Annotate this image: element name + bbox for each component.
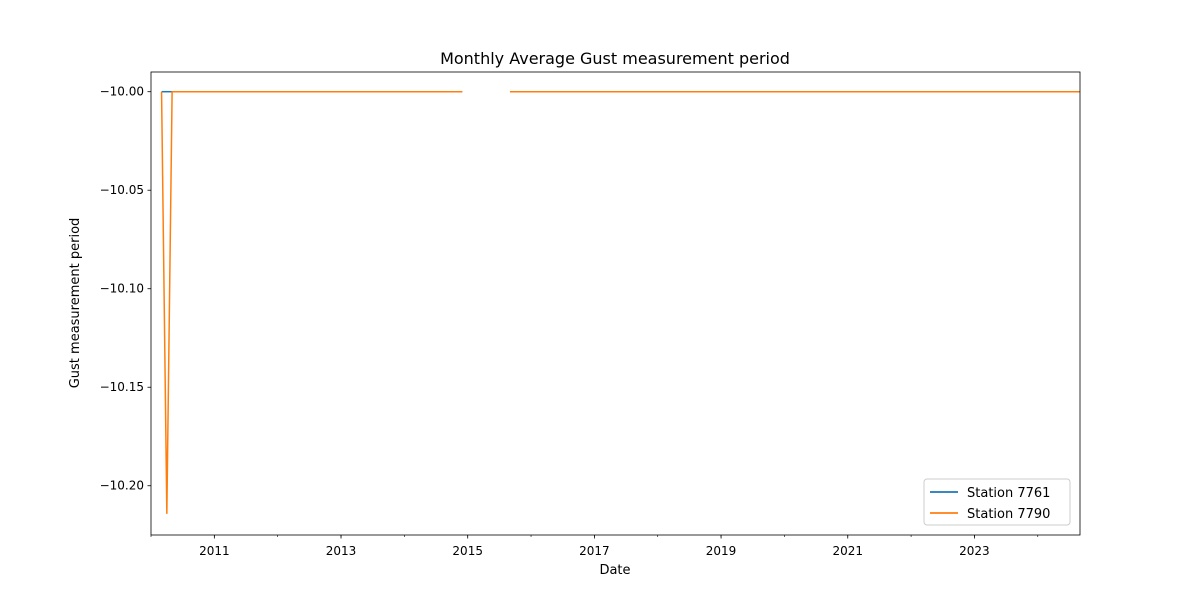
legend-box bbox=[923, 478, 1071, 526]
y-tick-label: −10.10 bbox=[100, 282, 144, 296]
plot-area bbox=[150, 71, 1081, 536]
x-tick-label: 2023 bbox=[959, 544, 990, 558]
x-tick-label: 2015 bbox=[452, 544, 483, 558]
y-tick-label: −10.00 bbox=[100, 85, 144, 99]
x-tick-label: 2011 bbox=[199, 544, 230, 558]
series-2-line-segment-1 bbox=[160, 90, 463, 515]
x-tick-label: 2019 bbox=[706, 544, 737, 558]
x-tick-label: 2017 bbox=[579, 544, 610, 558]
y-tick-label: −10.20 bbox=[100, 479, 144, 493]
x-tick-label: 2013 bbox=[326, 544, 357, 558]
y-axis: −10.00 −10.05 −10.10 −10.15 −10.20 bbox=[100, 85, 151, 493]
legend-label-2: Station 7790 bbox=[967, 507, 1050, 522]
legend-label-1: Station 7761 bbox=[967, 486, 1050, 501]
y-tick-label: −10.15 bbox=[100, 380, 144, 394]
y-axis-label: Gust measurement period bbox=[68, 218, 83, 389]
legend: Station 7761 Station 7790 bbox=[923, 478, 1071, 526]
axes-frame bbox=[150, 71, 1081, 536]
x-tick-label: 2021 bbox=[832, 544, 863, 558]
x-axis-label: Date bbox=[599, 563, 630, 578]
chart-title: Monthly Average Gust measurement period bbox=[440, 49, 790, 68]
y-tick-label: −10.05 bbox=[100, 183, 144, 197]
x-axis: 2011 2013 2015 2017 2019 2021 2023 bbox=[150, 535, 1039, 558]
